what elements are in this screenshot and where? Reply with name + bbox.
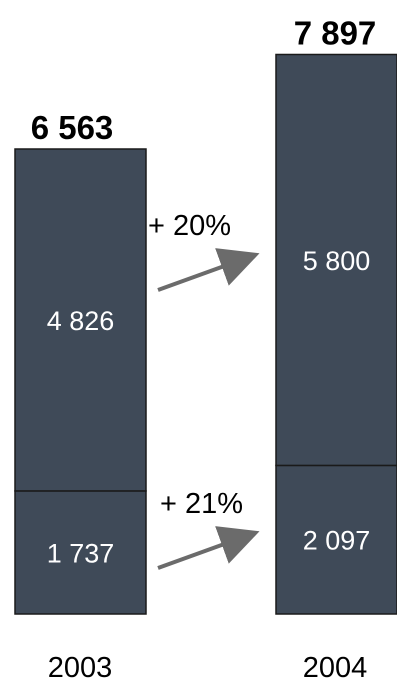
bar-2004-bottom-segment xyxy=(275,464,397,615)
growth-arrow-bottom xyxy=(157,526,260,570)
bar-2003-top-segment xyxy=(14,148,147,492)
data-label-2004-bottom: 2 097 xyxy=(303,526,371,556)
data-label-2003-bottom: 1 737 xyxy=(47,538,115,568)
bar-2003-bottom-segment xyxy=(14,490,147,615)
total-label-2003: 6 563 xyxy=(31,109,114,146)
x-tick-label-2004: 2004 xyxy=(303,652,368,684)
total-label-2004: 7 897 xyxy=(294,14,377,51)
data-label-2003-top: 4 826 xyxy=(47,306,115,336)
growth-label-top: + 20% xyxy=(148,210,231,242)
growth-arrow-top xyxy=(157,248,260,292)
growth-label-bottom: + 21% xyxy=(160,488,243,520)
bar-2004-top-segment xyxy=(275,53,397,467)
x-tick-label-2003: 2003 xyxy=(48,652,113,684)
data-label-2004-top: 5 800 xyxy=(303,246,371,276)
